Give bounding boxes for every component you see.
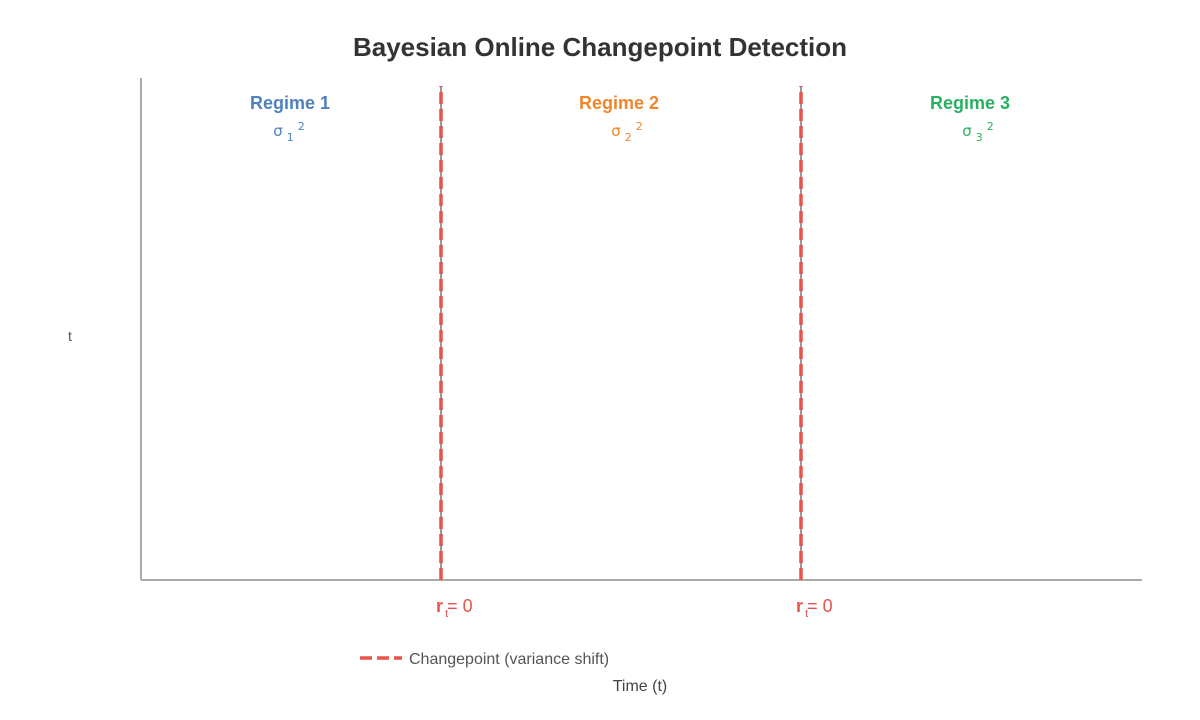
regime-1: Regime 1 σ 12 — [250, 93, 330, 144]
regime-1-name: Regime 1 — [250, 93, 330, 113]
regime-3-name: Regime 3 — [930, 93, 1010, 113]
legend-changepoint-label: Changepoint (variance shift) — [409, 651, 609, 668]
changepoint-1: r t= 0 — [436, 86, 473, 620]
y-axis-label: t — [68, 328, 72, 344]
regime-3-sigma: σ 32 — [962, 120, 994, 144]
regime-2: Regime 2 σ 22 — [579, 93, 659, 144]
changepoint-1-label: r t= 0 — [436, 596, 473, 620]
changepoint-2-label: r t= 0 — [796, 596, 833, 620]
diagram-title: Bayesian Online Changepoint Detection — [353, 32, 847, 62]
regime-2-name: Regime 2 — [579, 93, 659, 113]
changepoint-2: r t= 0 — [796, 86, 833, 620]
regime-2-sigma: σ 22 — [611, 120, 643, 144]
x-axis-label: Time (t) — [613, 678, 668, 695]
legend: Changepoint (variance shift) — [360, 651, 609, 668]
regime-3: Regime 3 σ 32 — [930, 93, 1010, 144]
regime-1-sigma: σ 12 — [273, 120, 305, 144]
